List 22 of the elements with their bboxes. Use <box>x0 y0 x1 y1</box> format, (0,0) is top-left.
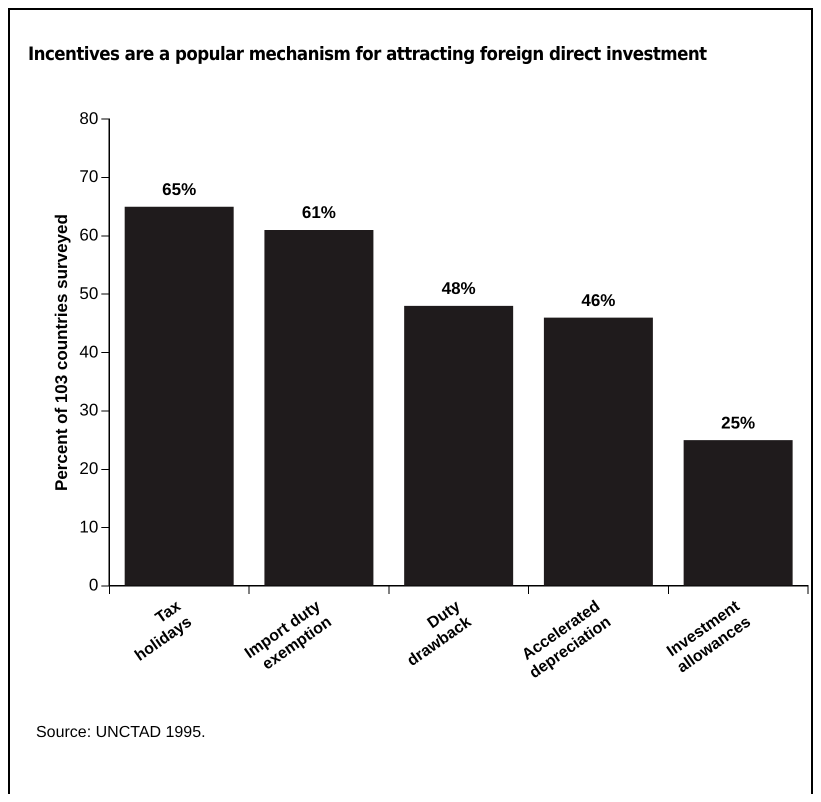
y-tick-label: 0 <box>88 576 98 595</box>
y-tick-label: 50 <box>79 284 98 303</box>
data-label: 48% <box>442 279 476 298</box>
bar <box>684 440 793 586</box>
data-label: 65% <box>162 180 196 199</box>
bar <box>544 318 653 586</box>
y-axis-title: Percent of 103 countries surveyed <box>52 214 71 492</box>
y-tick-label: 80 <box>79 108 98 128</box>
chart-title: Incentives are a popular mechanism for attracting foreign direct investment <box>28 44 707 65</box>
y-tick-label: 60 <box>79 226 98 245</box>
data-label: 46% <box>581 290 616 310</box>
data-label: 25% <box>721 413 756 432</box>
y-tick-label: 40 <box>79 342 98 362</box>
y-tick-label: 10 <box>79 517 98 536</box>
data-label: 61% <box>302 203 336 222</box>
y-tick-label: 20 <box>79 458 98 478</box>
y-tick-label: 70 <box>79 167 98 186</box>
bar <box>264 230 374 586</box>
y-tick-label: 30 <box>79 400 98 420</box>
source-note: Source: UNCTAD 1995. <box>36 724 206 742</box>
bar <box>404 306 514 586</box>
bar <box>124 206 234 586</box>
